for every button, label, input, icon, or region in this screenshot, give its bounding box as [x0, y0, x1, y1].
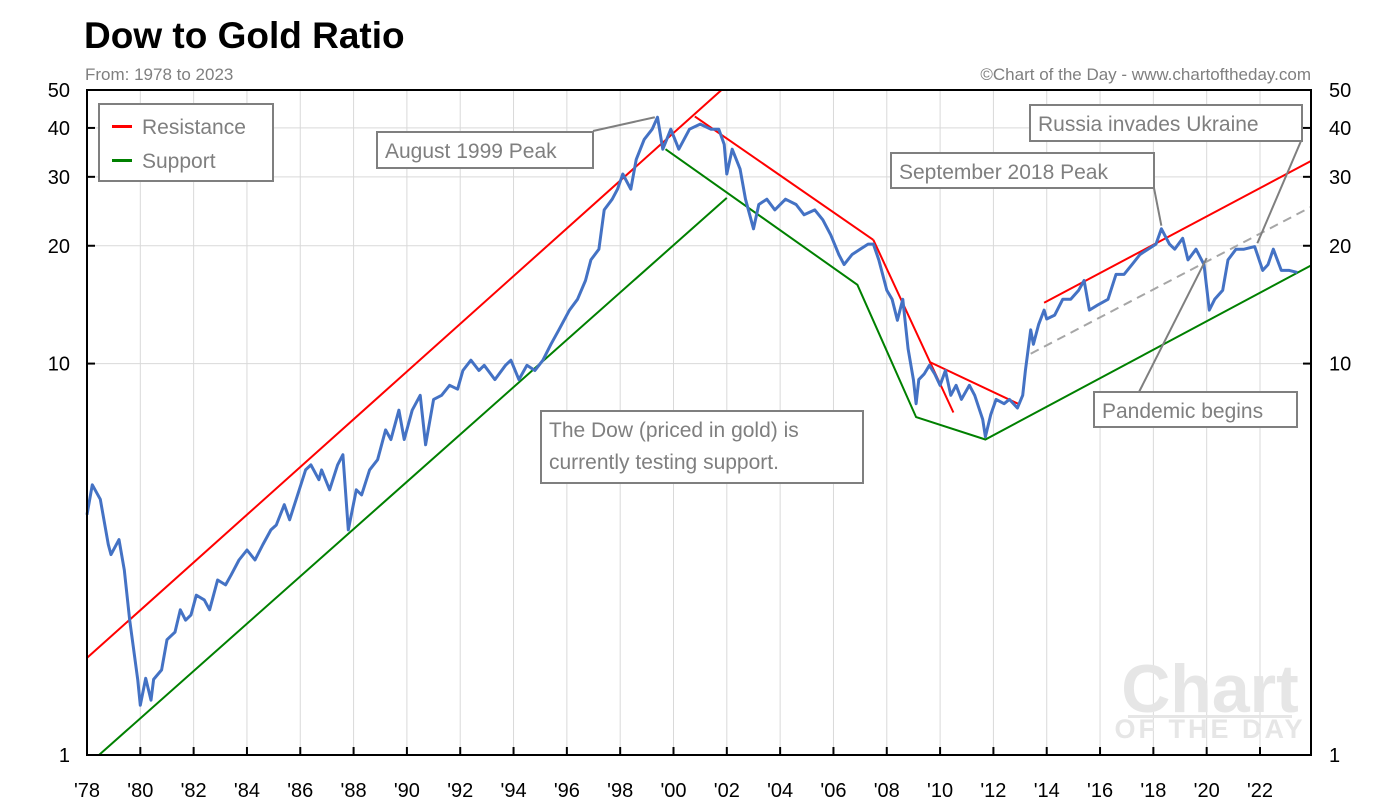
resistance-trendline: [694, 115, 874, 241]
august-1999-peak-box: [376, 131, 594, 169]
x-tick-label: '92: [447, 780, 473, 802]
right-y-tick-label: 40: [1329, 118, 1351, 140]
right-y-tick-label: 30: [1329, 167, 1351, 189]
watermark: Chart OF THE DAY: [1114, 651, 1305, 744]
tick-labels: 1 1 10 10 20 20 30 30 40 40 50 50 '78 '80 '82 '84 '86 '88…: [48, 80, 1352, 802]
x-tick-label: '80: [127, 780, 153, 802]
right-y-tick-label: 10: [1329, 354, 1351, 376]
x-tick-label: '16: [1087, 780, 1113, 802]
x-tick-label: '98: [607, 780, 633, 802]
right-y-tick-label: 50: [1329, 80, 1351, 102]
legend-swatch-support: [112, 159, 132, 162]
x-tick-label: '02: [714, 780, 740, 802]
russia-invades-ukraine-leader-line: [1256, 140, 1302, 244]
support-trendline: [98, 197, 728, 756]
x-tick-label: '14: [1034, 780, 1060, 802]
x-tick-label: '96: [554, 780, 580, 802]
trendlines: [86, 89, 1312, 756]
left-y-tick-label: 40: [48, 118, 70, 140]
left-y-tick-label: 20: [48, 236, 70, 258]
x-tick-label: '08: [874, 780, 900, 802]
september-2018-peak-leader-line: [1153, 187, 1163, 226]
series-layer: [85, 115, 1298, 707]
x-tick-label: '88: [341, 780, 367, 802]
resistance-trendline: [86, 89, 723, 659]
testing-support-note-text: The Dow (priced in gold) is: [549, 419, 799, 442]
x-tick-label: '04: [767, 780, 793, 802]
support-trendline: [664, 148, 1312, 441]
left-y-tick-label: 50: [48, 80, 70, 102]
plot-frame: [86, 89, 1312, 756]
x-tick-label: '78: [74, 780, 100, 802]
september-2018-peak-text: September 2018 Peak: [899, 161, 1108, 184]
legend-box: [98, 103, 274, 182]
pandemic-begins-box: [1093, 391, 1298, 428]
x-tick-label: '20: [1194, 780, 1220, 802]
chart-title: Dow to Gold Ratio: [84, 15, 405, 56]
x-tick-label: '18: [1140, 780, 1166, 802]
x-tick-label: '94: [501, 780, 527, 802]
chart-credit: ©Chart of the Day - www.chartoftheday.co…: [980, 65, 1311, 84]
russia-invades-ukraine-box: [1029, 104, 1303, 142]
x-tick-label: '22: [1247, 780, 1273, 802]
pandemic-begins-text: Pandemic begins: [1102, 400, 1263, 423]
right-y-tick-label: 20: [1329, 236, 1351, 258]
left-y-tick-label: 1: [59, 745, 70, 767]
dow-gold-ratio-line: [85, 115, 1298, 707]
pandemic-begins-leader-line: [1138, 257, 1208, 393]
legend-label-support: Support: [142, 150, 216, 173]
x-tick-label: '10: [927, 780, 953, 802]
left-y-tick-label: 30: [48, 167, 70, 189]
x-tick-label: '90: [394, 780, 420, 802]
september-2018-peak-box: [890, 152, 1155, 189]
watermark-chart-text: Chart: [1121, 651, 1299, 727]
watermark-subtext: OF THE DAY: [1114, 714, 1305, 744]
resistance-trendline: [1043, 160, 1312, 304]
legend-swatch-resistance: [112, 125, 132, 128]
x-tick-label: '00: [660, 780, 686, 802]
legend-label-resistance: Resistance: [142, 116, 246, 139]
resistance-trendline: [928, 360, 1021, 406]
legend: Resistance Support: [98, 103, 274, 182]
x-tick-label: '82: [181, 780, 207, 802]
left-y-tick-label: 10: [48, 354, 70, 376]
callouts: August 1999 Peak September 2018 Peak Russi…: [376, 104, 1303, 484]
right-y-tick-label: 1: [1329, 745, 1340, 767]
testing-support-note-text: currently testing support.: [549, 451, 779, 474]
x-tick-label: '86: [287, 780, 313, 802]
axes: [86, 89, 1312, 756]
watermark-rule: [1128, 715, 1292, 718]
x-tick-label: '06: [820, 780, 846, 802]
testing-support-note-box: [540, 410, 864, 484]
russia-invades-ukraine-text: Russia invades Ukraine: [1038, 113, 1259, 136]
august-1999-peak-leader-line: [592, 116, 656, 132]
dashed-trendline: [1030, 206, 1312, 355]
chart-subtitle: From: 1978 to 2023: [85, 65, 233, 84]
august-1999-peak-text: August 1999 Peak: [385, 140, 557, 163]
x-tick-label: '12: [980, 780, 1006, 802]
x-tick-label: '84: [234, 780, 260, 802]
